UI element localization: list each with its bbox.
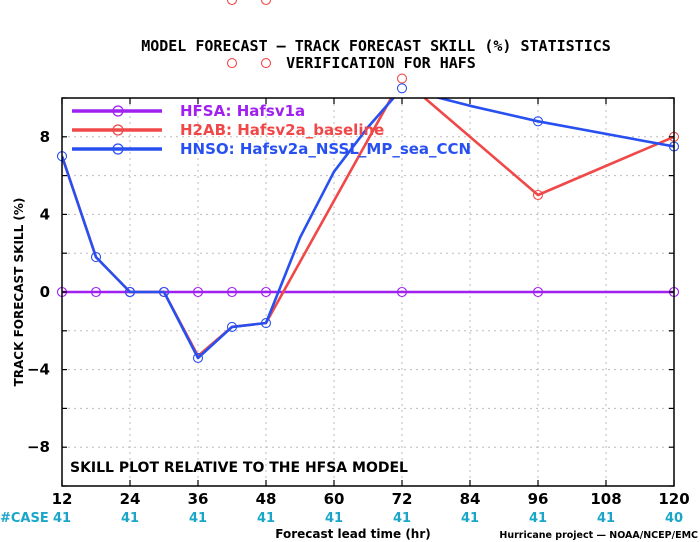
credit-text: Hurricane project — NOAA/NCEP/EMC <box>499 530 698 541</box>
skill-plot-note: SKILL PLOT RELATIVE TO THE HFSA MODEL <box>70 460 408 476</box>
series-marker-0 <box>90 286 102 298</box>
x-tick-label: 84 <box>460 490 481 508</box>
legend-entry-1: H2AB: Hafsv2a_baseline <box>180 121 384 139</box>
legend-marker-1 <box>112 124 124 136</box>
x-tick-label: 12 <box>52 490 73 508</box>
case-count: 41 <box>257 511 275 526</box>
case-count: 41 <box>121 511 139 526</box>
y-tick-label: 4 <box>40 205 50 223</box>
case-count: 41 <box>529 511 547 526</box>
y-tick-label: −4 <box>27 361 50 379</box>
series-marker-2 <box>226 321 238 332</box>
case-count: 41 <box>189 511 207 526</box>
x-tick-label: 96 <box>528 490 549 508</box>
case-count: 41 <box>53 511 71 526</box>
case-count: 41 <box>461 511 479 526</box>
y-axis-label: TRACK FORECAST SKILL (%) <box>12 198 26 387</box>
series-marker-0 <box>396 286 408 298</box>
y-tick-label: −8 <box>27 438 50 456</box>
x-tick-label: 36 <box>188 490 209 508</box>
series-line-2 <box>62 98 674 360</box>
series-marker-0 <box>192 286 204 298</box>
series-marker-0 <box>260 286 272 298</box>
legend-entry-0: HFSA: Hafsv1a <box>180 102 305 120</box>
series-marker-2 <box>90 252 102 263</box>
case-counts: 41 41 41 41 41 41 41 41 41 40 <box>53 511 683 526</box>
x-tick-label: 48 <box>256 490 277 508</box>
series-marker-1 <box>260 0 272 6</box>
series-lines <box>62 98 674 360</box>
series-marker-0 <box>226 286 238 298</box>
series-marker-1 <box>532 189 544 201</box>
case-row-label: #CASE <box>0 511 49 526</box>
x-tick-label: 72 <box>392 490 413 508</box>
series-marker-2 <box>532 116 544 127</box>
y-tick-label: 8 <box>40 128 50 146</box>
series-marker-0 <box>532 286 544 298</box>
x-tick-label: 24 <box>120 490 141 508</box>
legend-entry-2: HNSO: Hafsv2a_NSSL_MP_sea_CCN <box>180 140 471 158</box>
legend-marker-0 <box>112 105 124 117</box>
series-marker-2 <box>192 352 204 364</box>
legend-marker-2 <box>112 143 124 155</box>
series-marker-2 <box>124 286 136 298</box>
series-marker-2 <box>396 83 408 94</box>
y-tick-label: 0 <box>40 283 50 301</box>
series-marker-1 <box>396 73 408 84</box>
series-marker-2 <box>260 317 272 329</box>
chart-subtitle: VERIFICATION FOR HAFS <box>286 54 476 72</box>
series-marker-2 <box>158 286 170 298</box>
series-marker-1 <box>226 0 238 6</box>
series-marker-1 <box>260 58 272 69</box>
x-tick-label: 108 <box>590 490 621 508</box>
x-tick-label: 120 <box>658 490 689 508</box>
series-marker-1 <box>226 58 238 69</box>
chart-title: MODEL FORECAST — TRACK FORECAST SKILL (%… <box>141 37 611 55</box>
x-tick-label: 60 <box>324 490 345 508</box>
case-count: 41 <box>325 511 343 526</box>
case-count: 40 <box>665 511 683 526</box>
case-count: 41 <box>393 511 411 526</box>
x-axis-label: Forecast lead time (hr) <box>275 527 431 541</box>
case-count: 41 <box>597 511 615 526</box>
